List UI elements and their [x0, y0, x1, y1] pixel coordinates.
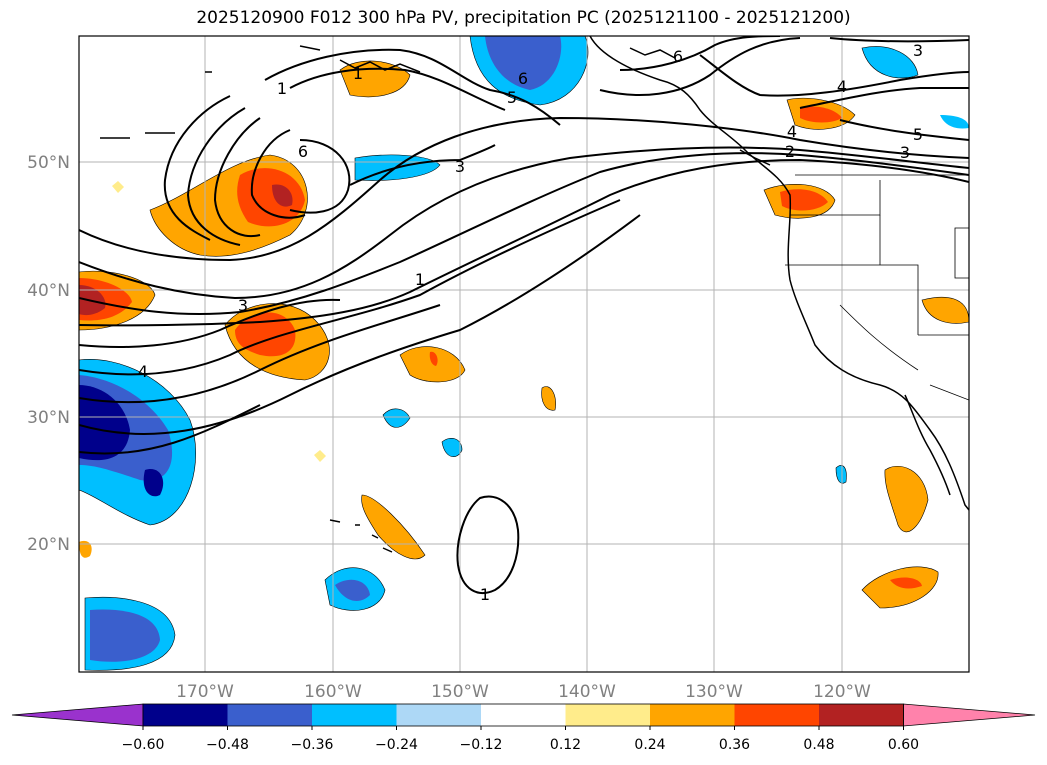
precip-negative-area	[382, 408, 411, 428]
colorbar: −0.60 −0.48 −0.36 −0.24 −0.12 0.12 0.24 0.36 0.4…	[11, 703, 1036, 753]
map-panel: 1 1 1 1 2 3 3 3 3 4 4 4 5 5 6 6 6	[79, 36, 969, 672]
colorbar-tick-label: 0.60	[888, 737, 919, 753]
colorbar-cell	[227, 704, 313, 726]
colorbar-tick-label: −0.12	[460, 737, 503, 753]
contour-label: 1	[415, 270, 425, 289]
lon-label: 140°W	[558, 682, 616, 702]
colorbar-cell	[143, 704, 228, 726]
precip-positive-area	[361, 494, 426, 560]
precip-positive-area	[237, 168, 305, 227]
precip-negative-area	[441, 437, 463, 457]
colorbar-tick-label: 0.12	[550, 737, 581, 753]
precip-negative-area	[143, 469, 164, 497]
colorbar-tick-label: −0.36	[291, 737, 334, 753]
map-title: 2025120900 F012 300 hPa PV, precipitatio…	[196, 8, 851, 28]
colorbar-cell	[565, 704, 651, 726]
lon-label: 120°W	[813, 682, 871, 702]
contour-label: 4	[787, 122, 797, 141]
precip-positive-area	[112, 181, 124, 193]
colorbar-cell	[650, 704, 735, 726]
precip-positive-area	[921, 296, 969, 324]
colorbar-extend-low	[11, 703, 144, 727]
precip-negative-area	[335, 579, 370, 601]
contour-label: 3	[900, 143, 910, 162]
contour-label: 6	[518, 69, 528, 88]
gridlines	[79, 36, 969, 672]
contour-label: 6	[298, 142, 308, 161]
longitude-labels: 170°W 160°W 150°W 140°W 130°W 120°W	[176, 682, 871, 702]
precip-negative-area	[90, 609, 160, 662]
contour-label: 3	[238, 296, 248, 315]
contour-label: 2	[785, 142, 795, 161]
colorbar-tick-label: −0.48	[206, 737, 249, 753]
contour-label: 6	[673, 47, 683, 66]
colorbar-tick-label: −0.24	[375, 737, 418, 753]
precip-positive-area	[541, 386, 556, 411]
colorbar-cell	[734, 704, 820, 726]
precip-positive-area	[884, 465, 929, 533]
lon-label: 150°W	[431, 682, 489, 702]
precip-positive-area	[314, 450, 326, 462]
lat-label: 40°N	[27, 281, 70, 301]
contour-label: 3	[455, 157, 465, 176]
colorbar-extend-high	[903, 703, 1036, 727]
precip-negative-area	[835, 465, 847, 484]
precip-positive-area	[272, 184, 293, 207]
state-borders	[785, 174, 969, 401]
map-frame	[78, 35, 970, 673]
lon-label: 160°W	[304, 682, 362, 702]
lat-label: 30°N	[27, 408, 70, 428]
contour-label: 1	[277, 79, 287, 98]
latitude-labels: 50°N 40°N 30°N 20°N	[27, 153, 70, 555]
precip-shading	[79, 36, 969, 671]
precip-negative-area	[861, 46, 919, 79]
contour-labels: 1 1 1 1 2 3 3 3 3 4 4 4 5 5 6 6 6	[138, 41, 923, 604]
precip-positive-area	[780, 189, 828, 211]
colorbar-cell	[819, 704, 904, 726]
contour-label: 1	[353, 64, 363, 83]
contour-label: 5	[913, 125, 923, 144]
colorbar-tick-label: 0.24	[634, 737, 665, 753]
precip-positive-area	[429, 351, 438, 366]
precip-negative-area	[940, 115, 969, 129]
colorbar-cell	[312, 704, 397, 726]
precip-positive-area	[399, 346, 466, 383]
contour-label: 3	[913, 41, 923, 60]
lat-label: 20°N	[27, 535, 70, 555]
lat-label: 50°N	[27, 153, 70, 173]
colorbar-tick-label: 0.36	[719, 737, 750, 753]
contour-label: 5	[507, 88, 517, 107]
contour-label: 4	[837, 77, 847, 96]
colorbar-frame	[142, 703, 904, 727]
colorbar-tick-label: 0.48	[803, 737, 834, 753]
precip-positive-area	[890, 577, 922, 589]
contour-label: 1	[480, 585, 490, 604]
colorbar-tick-label: −0.60	[122, 737, 165, 753]
precip-negative-area	[485, 36, 562, 90]
colorbar-cell	[481, 704, 566, 726]
precip-positive-area	[79, 540, 92, 558]
lon-label: 130°W	[685, 682, 743, 702]
colorbar-cell	[396, 704, 482, 726]
precip-negative-area	[79, 385, 130, 461]
precip-positive-area	[861, 566, 939, 609]
precip-positive-area	[800, 106, 842, 123]
lon-label: 170°W	[176, 682, 234, 702]
contour-label: 4	[138, 362, 148, 381]
